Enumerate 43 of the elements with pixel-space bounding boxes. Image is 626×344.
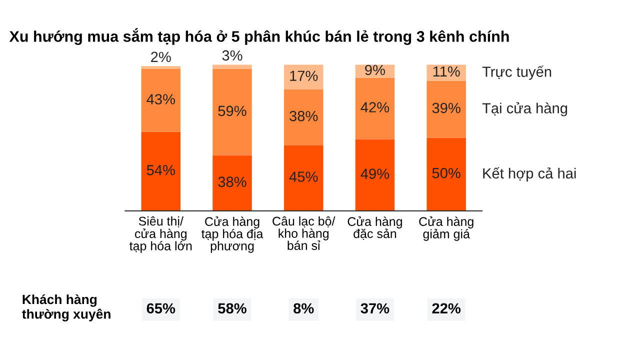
bar <box>141 66 181 70</box>
x-tick-label: Cửa hàng đặc sản <box>348 216 402 240</box>
data-label: 50% <box>432 168 460 178</box>
data-label: 43% <box>146 94 175 104</box>
x-tick-label: Cửa hàng giảm giá <box>419 216 474 241</box>
x-tick-label: Cửa hàng tạp hóa địa phương <box>202 216 264 253</box>
text: 65% <box>146 303 176 314</box>
bar <box>212 64 252 70</box>
series-label: Kết hợp cả hai <box>483 167 576 182</box>
data-label: 39% <box>432 102 460 114</box>
bar <box>426 80 466 138</box>
data-label: 45% <box>289 172 318 182</box>
data-label: 3% <box>222 50 242 61</box>
bar <box>426 138 466 211</box>
bar <box>355 78 395 140</box>
data-label: 11% <box>433 66 460 77</box>
text: 37% <box>360 303 390 314</box>
bar <box>284 145 324 211</box>
text: 8% <box>294 303 314 314</box>
data-label: 38% <box>290 110 318 122</box>
bar <box>284 64 324 90</box>
x-tick-label: Siêu thị/ cửa hàng tạp hóa lớn <box>130 216 192 253</box>
bar <box>212 155 252 211</box>
bar <box>355 139 395 211</box>
data-label: 17% <box>290 70 318 81</box>
chart-title: Xu hướng mua sắm tạp hóa ở 5 phân khúc bán lẻ trong 3 kênh chính <box>9 28 509 45</box>
text: 22% <box>432 303 461 314</box>
text: Khách hàng thường xuyên <box>22 294 110 322</box>
data-label: 59% <box>218 106 246 116</box>
bar <box>141 132 181 211</box>
data-label: 9% <box>365 64 385 76</box>
bar <box>212 69 252 156</box>
data-label: 2% <box>151 52 171 62</box>
data-label: 49% <box>360 168 390 179</box>
data-label: 42% <box>360 102 390 112</box>
x-tick-label: Câu lạc bộ/ kho hàng bán sỉ <box>272 216 336 250</box>
bar <box>141 69 181 132</box>
data-label: 54% <box>146 165 175 176</box>
data-label: 38% <box>218 176 246 188</box>
text: 58% <box>218 303 246 314</box>
series-label: Tại cửa hàng <box>482 102 568 116</box>
series-label: Trực tuyến <box>482 66 552 80</box>
bar <box>284 90 324 146</box>
